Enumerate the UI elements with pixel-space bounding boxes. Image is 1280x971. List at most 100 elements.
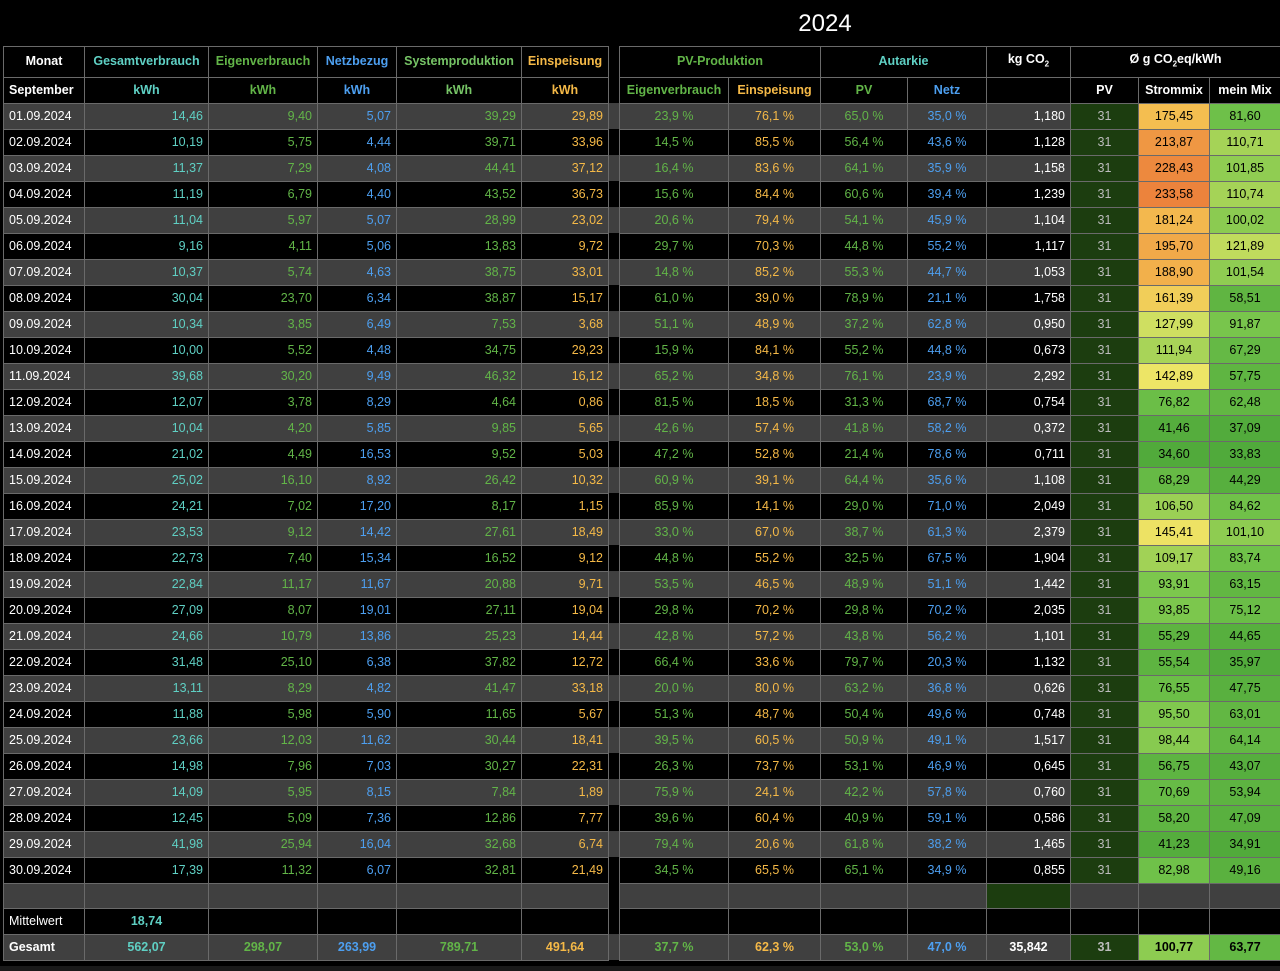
value-cell: 31 (1070, 258, 1139, 286)
value-cell: 33,0 % (619, 518, 729, 546)
value-cell: 18,49 (521, 518, 609, 546)
value-cell: 46,9 % (907, 752, 987, 780)
value-cell: 0,950 (986, 310, 1071, 338)
value-cell: 4,64 (396, 388, 522, 416)
value-cell: 35,97 (1208, 648, 1280, 676)
table-row: 25.09.2024 23,66 12,03 11,62 30,44 18,41 39,5 … (3, 726, 1280, 754)
value-cell: 93,91 (1138, 570, 1210, 598)
value-cell: 20,6 % (619, 206, 729, 234)
value-cell: 78,9 % (820, 284, 908, 312)
value-cell: 39,4 % (907, 180, 987, 208)
table-row: 05.09.2024 11,04 5,97 5,07 28,99 23,02 20,6 % 7… (3, 206, 1280, 234)
value-cell: 47,2 % (619, 440, 729, 468)
empty-cell (396, 882, 522, 909)
value-cell: 20,88 (396, 570, 522, 598)
empty-cell (208, 907, 318, 935)
date-cell: 02.09.2024 (3, 128, 85, 156)
value-cell: 9,12 (521, 544, 609, 572)
value-cell: 65,2 % (619, 362, 729, 390)
table-row: 12.09.2024 12,07 3,78 8,29 4,64 0,86 81,5 % 18,… (3, 388, 1280, 416)
gap-column (608, 805, 620, 831)
value-cell: 31 (1070, 596, 1139, 624)
value-cell: 75,12 (1208, 596, 1280, 624)
table-row: 11.09.2024 39,68 30,20 9,49 46,32 16,12 65,2 %… (3, 362, 1280, 390)
value-cell: 83,74 (1208, 544, 1280, 572)
value-cell: 60,9 % (619, 466, 729, 494)
value-cell: 14,8 % (619, 258, 729, 286)
value-cell: 42,2 % (820, 778, 908, 806)
value-cell: 11,32 (208, 856, 318, 884)
table-row: 21.09.2024 24,66 10,79 13,86 25,23 14,44 42,8 … (3, 622, 1280, 650)
empty-cell (521, 882, 609, 909)
value-cell: 31 (1070, 440, 1139, 468)
value-cell: 58,2 % (907, 414, 987, 442)
value-cell: 53,94 (1208, 778, 1280, 806)
value-cell: 43,6 % (907, 128, 987, 156)
value-cell: 22,73 (84, 544, 209, 572)
table-row: 30.09.2024 17,39 11,32 6,07 32,81 21,49 34,5 %… (3, 856, 1280, 884)
value-cell: 109,17 (1138, 544, 1210, 572)
value-cell: 44,8 % (820, 232, 908, 260)
subheader-row: September kWh kWh kWh kWh kWh Eigenverbr… (3, 76, 1280, 104)
gap-column (608, 934, 620, 961)
value-cell: 14,09 (84, 778, 209, 806)
value-cell: 71,0 % (907, 492, 987, 520)
value-cell: 1,180 (986, 102, 1071, 130)
empty-cell (728, 882, 821, 909)
value-cell: 1,158 (986, 154, 1071, 182)
value-cell: 5,90 (317, 700, 397, 728)
value-cell: 8,07 (208, 596, 318, 624)
value-cell: 57,75 (1208, 362, 1280, 390)
subheader-pv-einsp: Einspeisung (728, 76, 821, 104)
value-cell: 31,3 % (820, 388, 908, 416)
value-cell: 228,43 (1138, 154, 1210, 182)
value-cell: 11,37 (84, 154, 209, 182)
value-cell: 110,74 (1208, 180, 1280, 208)
header-systemproduktion: Systemproduktion (396, 46, 522, 78)
value-cell: 20,3 % (907, 648, 987, 676)
date-cell: 16.09.2024 (3, 492, 85, 520)
value-cell: 23,53 (84, 518, 209, 546)
value-cell: 41,46 (1138, 414, 1210, 442)
empty-cell (1138, 907, 1210, 935)
value-cell: 32,81 (396, 856, 522, 884)
value-cell: 76,1 % (728, 102, 821, 130)
value-cell: 25,10 (208, 648, 318, 676)
date-cell: 27.09.2024 (3, 778, 85, 806)
value-cell: 37,82 (396, 648, 522, 676)
value-cell: 41,8 % (820, 414, 908, 442)
value-cell: 16,4 % (619, 154, 729, 182)
table-row: 17.09.2024 23,53 9,12 14,42 27,61 18,49 33,0 %… (3, 518, 1280, 546)
subheader-mix-strom: Strommix (1138, 76, 1210, 104)
gap-column (608, 285, 620, 311)
value-cell: 9,49 (317, 362, 397, 390)
value-cell: 29,0 % (820, 492, 908, 520)
value-cell: 35,6 % (907, 466, 987, 494)
value-cell: 55,2 % (728, 544, 821, 572)
empty-cell (820, 882, 908, 909)
table-row: 10.09.2024 10,00 5,52 4,48 34,75 29,23 15,9 % 8… (3, 336, 1280, 364)
value-cell: 111,94 (1138, 336, 1210, 364)
value-cell: 4,48 (317, 336, 397, 364)
co2-balance-sheet: Monat Gesamtverbrauch Eigenverbrauch Net… (3, 46, 1280, 961)
value-cell: 44,65 (1208, 622, 1280, 650)
value-cell: 58,20 (1138, 804, 1210, 832)
value-cell: 15,6 % (619, 180, 729, 208)
value-cell: 64,1 % (820, 154, 908, 182)
date-cell: 15.09.2024 (3, 466, 85, 494)
value-cell: 11,19 (84, 180, 209, 208)
value-cell: 9,71 (521, 570, 609, 598)
gap-column (608, 129, 620, 155)
value-cell: 0,760 (986, 778, 1071, 806)
gap-column (608, 753, 620, 779)
gap-column (608, 363, 620, 389)
table-row: 14.09.2024 21,02 4,49 16,53 9,52 5,03 47,2 % 52… (3, 440, 1280, 468)
value-cell: 47,09 (1208, 804, 1280, 832)
unit-label: kWh (521, 76, 609, 104)
value-cell: 33,6 % (728, 648, 821, 676)
value-cell: 25,94 (208, 830, 318, 858)
value-cell: 9,72 (521, 232, 609, 260)
value-cell: 98,44 (1138, 726, 1210, 754)
table-row: 03.09.2024 11,37 7,29 4,08 44,41 37,12 16,4 % 8… (3, 154, 1280, 182)
table-row: 04.09.2024 11,19 6,79 4,40 43,52 36,73 15,6 % 8… (3, 180, 1280, 208)
